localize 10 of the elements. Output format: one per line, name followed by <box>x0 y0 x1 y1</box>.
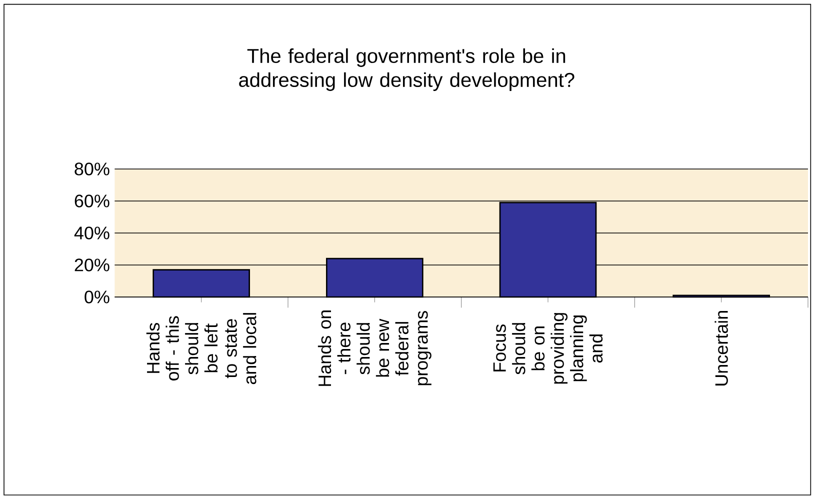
chart-title: The federal government's role be in addressing low density development? <box>239 48 574 91</box>
y-tick-label: 40% <box>74 226 110 240</box>
x-tick-label: Hands off - this should be left to state and local <box>146 313 256 384</box>
y-tick-label: 60% <box>74 194 110 208</box>
x-tick-label: Uncertain <box>714 311 728 386</box>
y-tick-label: 0% <box>84 290 110 304</box>
x-tick-label: Hands on - there should be new federal programs <box>318 310 432 386</box>
y-tick-label: 20% <box>74 258 110 272</box>
x-tick-label: Focus should be on providing planning and <box>493 313 603 384</box>
y-tick-label: 80% <box>74 162 110 176</box>
